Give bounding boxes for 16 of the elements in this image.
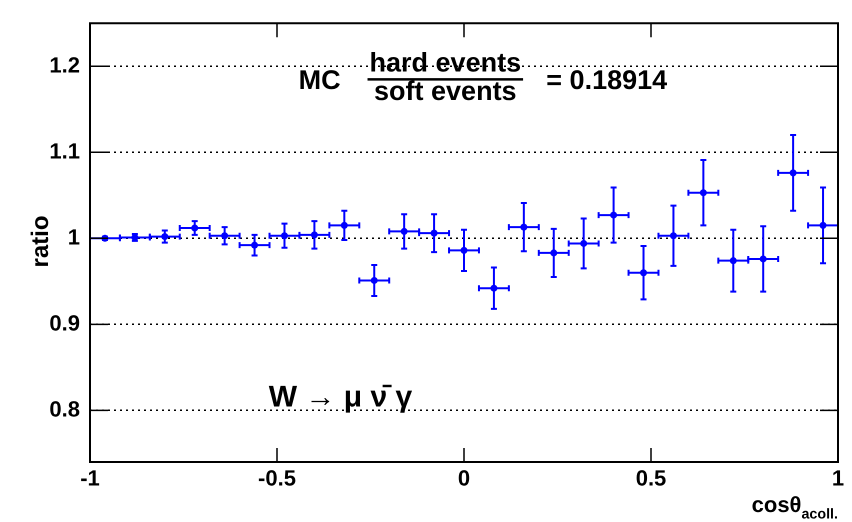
y-tick-label: 1 [68,224,80,250]
y-tick-label: 0.8 [49,396,80,422]
annotation: MC [298,65,341,96]
y-tick-label: 1.1 [49,138,80,164]
annotation: hard events [370,47,522,78]
y-axis-title: ratio [27,215,54,268]
x-tick-label: 0 [458,465,470,490]
annotation: = 0.18914 [546,65,668,96]
x-tick-label: -0.5 [258,465,296,490]
annotation: W → μ ν̄ γ [268,380,412,414]
y-tick-label: 0.9 [49,310,80,336]
x-tick-label: -1 [80,465,100,490]
annotation: soft events [374,76,517,106]
y-tick-label: 1.2 [49,52,80,78]
x-tick-label: 1 [832,465,844,490]
x-tick-label: 0.5 [636,465,666,490]
